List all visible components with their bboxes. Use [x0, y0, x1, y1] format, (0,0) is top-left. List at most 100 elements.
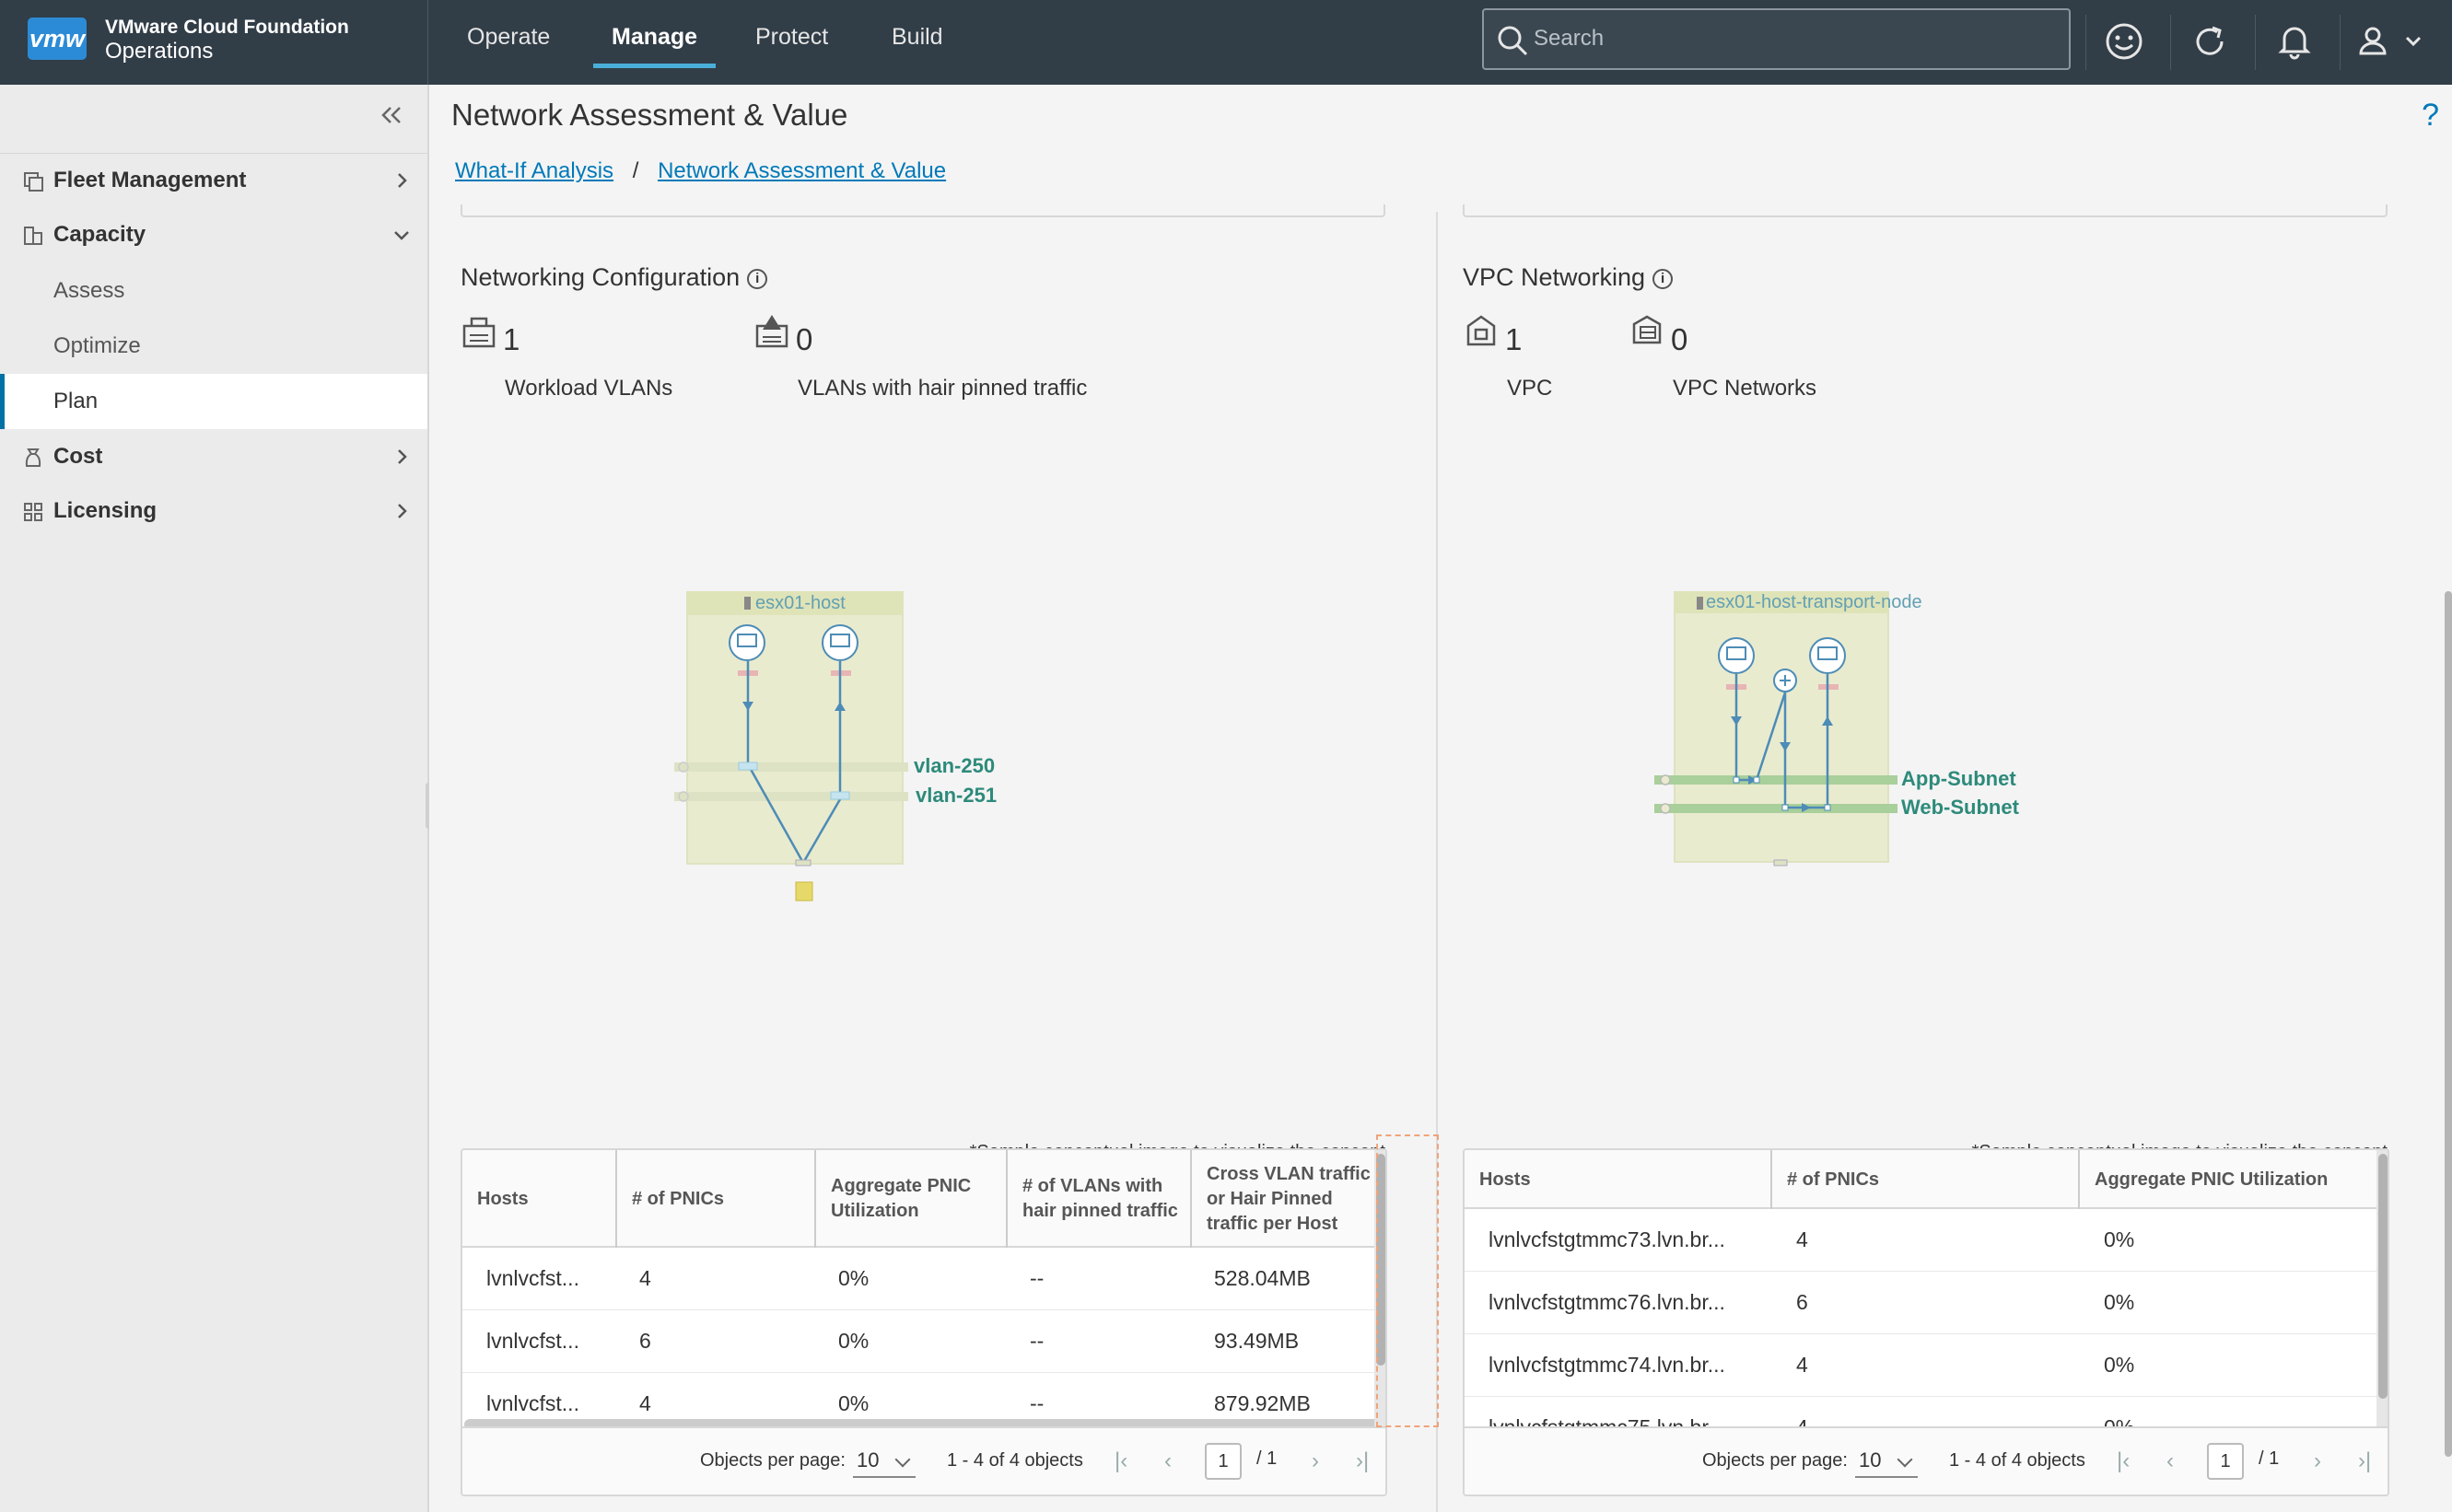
collapse-sidebar-icon[interactable]: [378, 101, 405, 129]
main-content: Network Assessment & Value ? What-If Ana…: [429, 85, 2452, 1512]
cell-cross-vlan-traffic: 528.04MB: [1214, 1266, 1311, 1290]
column-header-hosts[interactable]: Hosts: [462, 1150, 617, 1248]
cell-pnics: 6: [639, 1329, 651, 1353]
table-header: Hosts # of PNICs Aggregate PNIC Utilizat…: [462, 1150, 1385, 1248]
vpc-icon: [1466, 315, 1496, 346]
arrow-down-icon: [1731, 716, 1742, 726]
metric-value: 0: [796, 322, 813, 356]
vpc-topology-diagram: esx01-host-transport-node App-Subnet Web…: [1654, 591, 2020, 866]
cell-cross-vlan-traffic: 93.49MB: [1214, 1329, 1300, 1353]
objects-per-page-select[interactable]: 10: [1855, 1443, 1918, 1478]
first-page-icon[interactable]: |‹: [2117, 1448, 2131, 1473]
arrow-up-icon: [1822, 716, 1833, 726]
scrollbar-thumb[interactable]: [1376, 1154, 1385, 1366]
cell-host: lvnlvcfst...: [486, 1266, 579, 1290]
breadcrumb-what-if-analysis[interactable]: What-If Analysis: [455, 158, 614, 183]
nav-manage[interactable]: Manage: [592, 0, 717, 85]
cell-utilization: 0%: [2104, 1415, 2135, 1430]
vpc-hosts-table: Hosts # of PNICs Aggregate PNIC Utilizat…: [1463, 1148, 2389, 1496]
table-row[interactable]: lvnlvcfstgtmmc76.lvn.br... 6 0%: [1465, 1272, 2388, 1334]
vmw-logo[interactable]: vmw: [28, 17, 87, 60]
sidebar-item-fleet-management[interactable]: Fleet Management: [0, 154, 427, 207]
nav-protect[interactable]: Protect: [755, 24, 829, 50]
metric-label: VLANs with hair pinned traffic: [798, 376, 1088, 401]
host-box-header: [1675, 591, 1888, 613]
page-scrollbar[interactable]: [2445, 591, 2452, 1457]
vpc-networking-panel: VPC Networking i 1 VPC 0 VPC Networks esx: [1463, 260, 2388, 1181]
nav-build[interactable]: Build: [892, 24, 943, 50]
sidebar-item-plan[interactable]: Plan: [0, 374, 427, 429]
info-icon[interactable]: i: [747, 268, 768, 289]
chevron-down-icon: [394, 231, 409, 240]
cell-hairpin-vlans: --: [1030, 1266, 1045, 1290]
cell-pnics: 4: [639, 1391, 651, 1415]
sidebar-resize-handle[interactable]: [426, 783, 431, 829]
last-page-icon[interactable]: ›|: [1356, 1448, 1370, 1473]
refresh-icon[interactable]: [2187, 18, 2233, 64]
table-row[interactable]: lvnlvcfstgtmmc74.lvn.br... 4 0%: [1465, 1334, 2388, 1397]
scrollbar-thumb[interactable]: [2378, 1154, 2388, 1399]
breadcrumb-network-assessment[interactable]: Network Assessment & Value: [658, 158, 947, 183]
cell-host: lvnlvcfst...: [486, 1391, 579, 1415]
objects-per-page-select[interactable]: 10: [853, 1443, 916, 1478]
sidebar-item-capacity[interactable]: Capacity: [0, 208, 427, 262]
cell-utilization: 0%: [838, 1391, 870, 1415]
current-page-input[interactable]: 1: [2207, 1443, 2244, 1480]
capacity-icon: [24, 227, 42, 245]
previous-page-icon[interactable]: ‹: [2166, 1448, 2174, 1473]
cell-host: lvnlvcfst...: [486, 1329, 579, 1353]
table-row[interactable]: lvnlvcfst... 4 0% -- 528.04MB: [462, 1248, 1385, 1310]
bell-icon[interactable]: [2271, 18, 2318, 64]
vm-icon: [1809, 637, 1846, 674]
chevron-down-icon[interactable]: [2402, 18, 2424, 64]
next-page-icon[interactable]: ›: [2314, 1448, 2321, 1473]
column-header-hairpin-vlans[interactable]: # of VLANs with hair pinned traffic: [1008, 1150, 1192, 1248]
info-icon[interactable]: i: [1652, 268, 1674, 289]
previous-card-edge: [1463, 204, 2388, 217]
first-page-icon[interactable]: |‹: [1115, 1448, 1128, 1473]
host-name: esx01-host-transport-node: [1706, 592, 1922, 612]
metric-label: VPC Networks: [1673, 376, 1817, 401]
column-header-hosts[interactable]: Hosts: [1465, 1150, 1772, 1209]
networking-configuration-panel: Networking Configuration i 1 Workload VLA…: [461, 260, 1385, 1181]
port-icon: [830, 791, 850, 800]
vm-icon: [822, 624, 858, 661]
vertical-scrollbar[interactable]: [2376, 1150, 2388, 1430]
next-page-icon[interactable]: ›: [1312, 1448, 1319, 1473]
column-header-pnics[interactable]: # of PNICs: [617, 1150, 816, 1248]
column-header-pnic-utilization[interactable]: Aggregate PNIC Utilization: [816, 1150, 1008, 1248]
licensing-icon: [24, 503, 42, 521]
vlan-icon: [462, 317, 496, 348]
previous-page-icon[interactable]: ‹: [1164, 1448, 1172, 1473]
search-input[interactable]: [1534, 17, 2049, 60]
header-separator: [2340, 15, 2341, 70]
user-icon[interactable]: [2350, 18, 2396, 64]
smiley-feedback-icon[interactable]: [2101, 18, 2147, 64]
table-row[interactable]: lvnlvcfstgtmmc73.lvn.br... 4 0%: [1465, 1209, 2388, 1272]
search-box[interactable]: [1482, 8, 2071, 70]
cell-pnics: 4: [639, 1266, 651, 1290]
table-row[interactable]: lvnlvcfst... 6 0% -- 93.49MB: [462, 1310, 1385, 1373]
chevron-right-icon: [398, 173, 407, 188]
router-icon: [795, 881, 813, 901]
column-header-pnic-utilization[interactable]: Aggregate PNIC Utilization: [2095, 1169, 2329, 1190]
current-page-input[interactable]: 1: [1205, 1443, 1242, 1480]
nav-operate[interactable]: Operate: [467, 24, 551, 50]
table-row[interactable]: lvnlvcfstgtmmc75.lvn.br... 4 0%: [1465, 1397, 2388, 1430]
sidebar-item-optimize[interactable]: Optimize: [0, 319, 427, 374]
vlan-251-bar: [674, 792, 908, 801]
column-header-pnics[interactable]: # of PNICs: [1772, 1150, 2080, 1209]
sidebar-item-licensing[interactable]: Licensing: [0, 484, 427, 538]
breadcrumb-separator: /: [632, 158, 639, 183]
cell-pnics: 4: [1796, 1227, 1808, 1251]
router-cross: [1780, 675, 1791, 686]
host-name: esx01-host: [755, 593, 846, 613]
column-header-cross-vlan-traffic[interactable]: Cross VLAN traffic or Hair Pinned traffi…: [1207, 1163, 1371, 1234]
monitor-icon: [830, 634, 850, 647]
sidebar-item-assess[interactable]: Assess: [0, 263, 427, 319]
help-icon[interactable]: ?: [2422, 98, 2439, 133]
last-page-icon[interactable]: ›|: [2358, 1448, 2372, 1473]
cell-hairpin-vlans: --: [1030, 1391, 1045, 1415]
web-subnet-bar: [1654, 804, 1897, 813]
sidebar-item-cost[interactable]: Cost: [0, 430, 427, 483]
